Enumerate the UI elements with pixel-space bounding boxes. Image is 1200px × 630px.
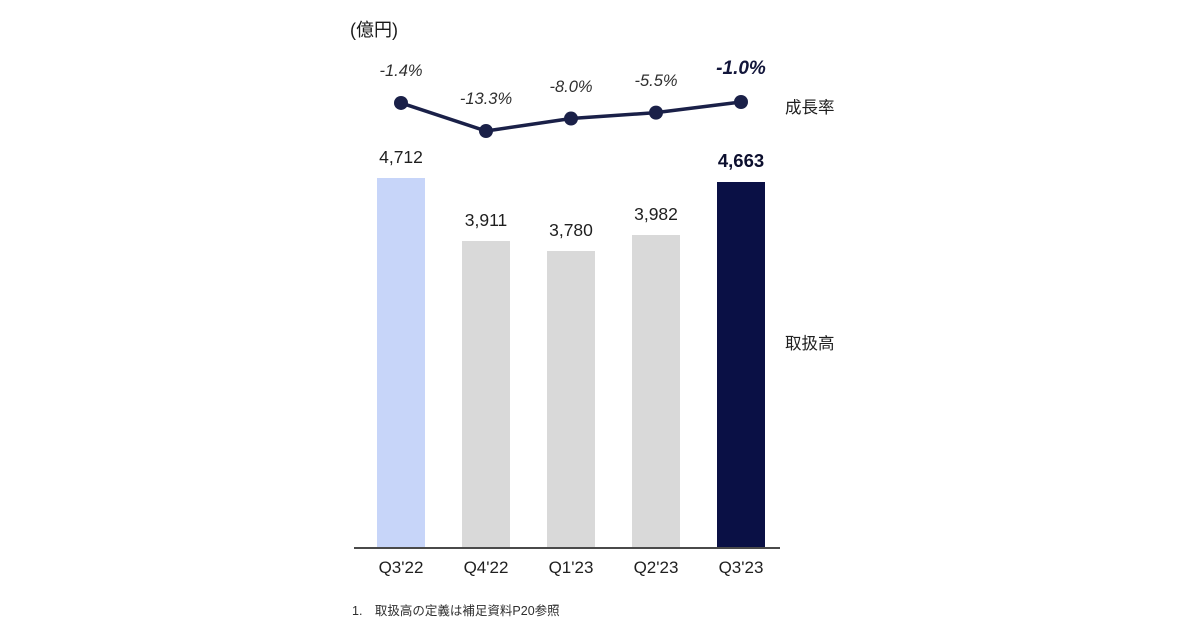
growth-line-dot xyxy=(649,105,663,120)
growth-rate-label: -13.3% xyxy=(459,90,513,109)
bar-value-label: 3,780 xyxy=(549,220,593,240)
bar-value-label: 4,663 xyxy=(717,150,765,171)
growth-line-dot xyxy=(479,124,493,139)
unit-label: (億円) xyxy=(350,20,398,40)
x-axis-label-Q4'22: Q4'22 xyxy=(463,558,509,577)
growth-rate-label: -1.4% xyxy=(379,61,423,80)
bar-value-label: 4,712 xyxy=(379,147,423,167)
bar-Q1'23 xyxy=(547,251,595,547)
bar-Q3'23 xyxy=(717,182,765,547)
bar-value-label: 3,982 xyxy=(634,204,678,224)
x-axis-label-Q2'23: Q2'23 xyxy=(633,558,679,577)
x-axis-line xyxy=(354,547,780,549)
x-axis-label-Q3'22: Q3'22 xyxy=(378,558,424,577)
bar-Q2'23 xyxy=(632,235,680,547)
growth-line-dot xyxy=(734,95,748,109)
growth-line-dot xyxy=(564,111,578,126)
bar-Q3'22 xyxy=(377,178,425,547)
growth-rate-label: -8.0% xyxy=(549,77,593,96)
footnote: 1. 取扱高の定義は補足資料P20参照 xyxy=(352,604,560,618)
growth-line-path xyxy=(400,100,742,133)
growth-series-label: 成長率 xyxy=(785,99,835,117)
growth-line-dot xyxy=(394,95,408,110)
bar-Q4'22 xyxy=(462,241,510,547)
bar-value-label: 3,911 xyxy=(464,210,508,230)
x-axis-label-Q3'23: Q3'23 xyxy=(718,558,764,577)
growth-rate-label: -1.0% xyxy=(716,58,766,79)
volume-series-label: 取扱高 xyxy=(785,335,835,353)
growth-rate-label: -5.5% xyxy=(634,71,678,90)
x-axis-label-Q1'23: Q1'23 xyxy=(548,558,594,577)
